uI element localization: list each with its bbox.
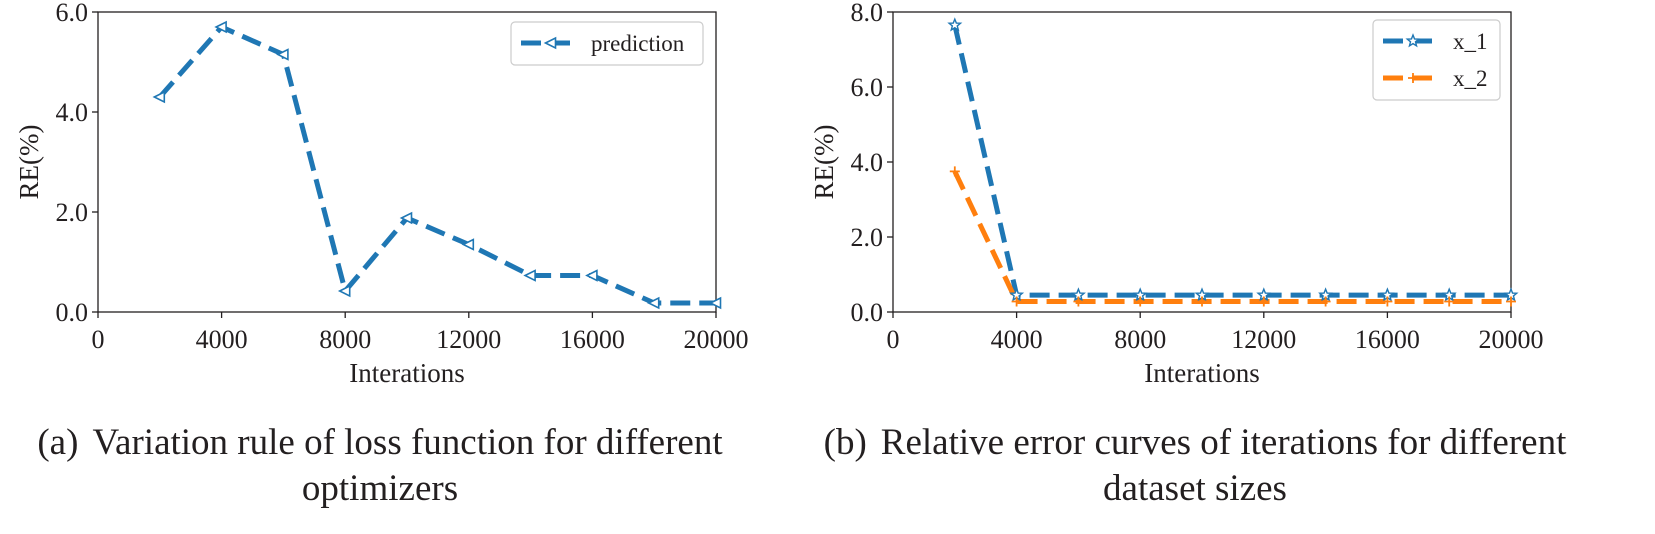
data-point-x_2 bbox=[1382, 296, 1393, 307]
data-point-prediction bbox=[152, 90, 166, 104]
data-point-x_2 bbox=[1444, 296, 1455, 307]
x-tick-label: 20000 bbox=[684, 325, 749, 354]
y-tick-label: 6.0 bbox=[851, 73, 884, 102]
series-line-x_2 bbox=[952, 170, 1511, 304]
legend-marker-x_2 bbox=[1408, 73, 1418, 83]
legend: x_1x_2 bbox=[1372, 19, 1501, 101]
chart-panel-a: 0 4000 8000 12000 16000 20000 0.0 2.0 4.0 6.0 Inte… bbox=[14, 0, 749, 388]
data-point-x_2 bbox=[1073, 296, 1084, 307]
y-tick-label: 8.0 bbox=[851, 0, 884, 27]
data-point-x_1 bbox=[947, 17, 963, 32]
data-point-x_2 bbox=[1506, 296, 1516, 307]
y-tick-label: 0.0 bbox=[56, 298, 89, 327]
y-axis-label: RE(%) bbox=[809, 125, 839, 200]
data-point-x_2 bbox=[1258, 296, 1269, 307]
x-axis-label: Interations bbox=[349, 358, 464, 388]
data-point-prediction bbox=[461, 238, 475, 251]
data-point-prediction bbox=[646, 296, 660, 310]
x-tick-label: 0 bbox=[887, 325, 900, 354]
data-point-prediction bbox=[585, 269, 598, 282]
plot-frame bbox=[97, 11, 717, 313]
x-tick-label: 8000 bbox=[1114, 325, 1166, 354]
data-point-x_2 bbox=[1197, 296, 1207, 307]
data-point-prediction bbox=[708, 296, 722, 310]
caption-a-line-2: optimizers bbox=[301, 468, 459, 509]
y-tick-label: 2.0 bbox=[851, 223, 884, 252]
caption-a-label: (a) bbox=[37, 422, 79, 463]
data-point-prediction bbox=[337, 284, 351, 298]
legend-marker-x_1 bbox=[1405, 33, 1421, 48]
data-point-x_2 bbox=[1135, 296, 1146, 307]
data-point-x_2 bbox=[1011, 296, 1022, 307]
chart-panel-b: 0 4000 8000 12000 16000 20000 0.0 2.0 4.0 6.0 8.0 I… bbox=[809, 0, 1544, 388]
data-point-prediction bbox=[399, 211, 413, 225]
caption-b-label: (b) bbox=[823, 422, 867, 463]
caption-b-line-2: dataset sizes bbox=[1103, 468, 1287, 509]
legend-label-x_1: x_1 bbox=[1453, 29, 1488, 54]
x-tick-label: 4000 bbox=[991, 325, 1043, 354]
x-tick-label: 12000 bbox=[1231, 325, 1296, 354]
legend: prediction bbox=[510, 21, 704, 66]
x-tick-label: 0 bbox=[92, 325, 105, 354]
y-tick-label: 4.0 bbox=[56, 98, 89, 127]
x-tick-label: 4000 bbox=[196, 325, 248, 354]
series-line-prediction bbox=[157, 24, 716, 306]
data-point-prediction bbox=[276, 48, 289, 61]
y-tick-label: 6.0 bbox=[56, 0, 89, 27]
data-point-prediction bbox=[523, 269, 536, 282]
x-tick-label: 12000 bbox=[436, 325, 501, 354]
x-tick-label: 20000 bbox=[1479, 325, 1544, 354]
y-tick-label: 0.0 bbox=[851, 298, 884, 327]
legend-box bbox=[510, 21, 704, 66]
series-line-x_1 bbox=[952, 24, 1511, 298]
x-axis-label: Interations bbox=[1144, 358, 1259, 388]
caption-a: (a) Variation rule of loss function for d… bbox=[0, 420, 760, 512]
legend-box bbox=[1372, 19, 1501, 101]
legend-label-prediction: prediction bbox=[591, 31, 685, 56]
y-tick-label: 2.0 bbox=[56, 198, 89, 227]
x-tick-label: 16000 bbox=[560, 325, 625, 354]
x-tick-label: 16000 bbox=[1355, 325, 1420, 354]
caption-a-line-1: Variation rule of loss function for diff… bbox=[92, 422, 723, 463]
y-tick-label: 4.0 bbox=[851, 148, 884, 177]
data-point-prediction bbox=[214, 20, 227, 34]
legend-label-x_2: x_2 bbox=[1453, 66, 1488, 91]
data-point-x_2 bbox=[949, 166, 960, 177]
data-point-x_2 bbox=[1320, 296, 1331, 307]
x-tick-label: 8000 bbox=[319, 325, 371, 354]
caption-b: (b) Relative error curves of iterations f… bbox=[800, 420, 1590, 512]
caption-b-line-1: Relative error curves of iterations for … bbox=[880, 422, 1567, 463]
y-axis-label: RE(%) bbox=[14, 125, 44, 200]
legend-marker-prediction bbox=[543, 36, 557, 50]
